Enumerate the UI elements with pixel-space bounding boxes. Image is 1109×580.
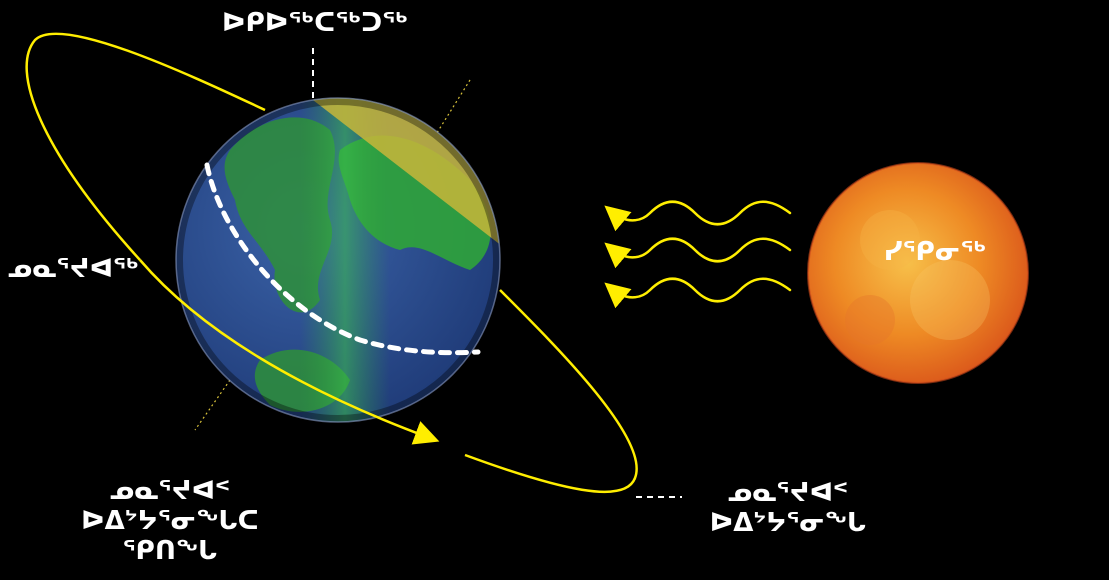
axis-line-bottom xyxy=(194,379,231,431)
north-pole-label: ᐅᑭᐅᖅᑕᖅᑐᖅ xyxy=(222,8,408,38)
rotation-axis-label-line3: ᕿᑎᖓ xyxy=(122,536,218,566)
orbit-label-line2: ᐅᐃᔾᔭᕐᓂᖓ xyxy=(709,508,867,538)
orbit-label: ᓄᓇᕐᔪᐊᑉ ᐅᐃᔾᔭᕐᓂᖓ xyxy=(688,478,888,538)
sun-label: ᓯᕿᓂᖅ xyxy=(883,237,987,267)
sun-icon xyxy=(807,162,1029,384)
wavy-arrow-icon xyxy=(604,200,792,309)
earth-rim xyxy=(175,97,501,423)
orbit-ellipse xyxy=(25,32,638,494)
orbit-front-arrow xyxy=(139,259,440,445)
latitude-dashed-line xyxy=(204,162,481,356)
earth-label: ᓄᓇᕐᔪᐊᖅ xyxy=(8,254,139,284)
rotation-axis-label: ᓄᓇᕐᔪᐊᑉ ᐅᐃᔾᔭᕐᓂᖓᑕ ᕿᑎᖓ xyxy=(60,476,280,566)
rotation-axis-label-line2: ᐅᐃᔾᔭᕐᓂᖓᑕ xyxy=(81,506,259,536)
rotation-axis-label-line1: ᓄᓇᕐᔪᐊᑉ xyxy=(110,476,230,506)
orbit-label-line1: ᓄᓇᕐᔪᐊᑉ xyxy=(728,478,848,508)
axis-line-top xyxy=(419,79,471,161)
